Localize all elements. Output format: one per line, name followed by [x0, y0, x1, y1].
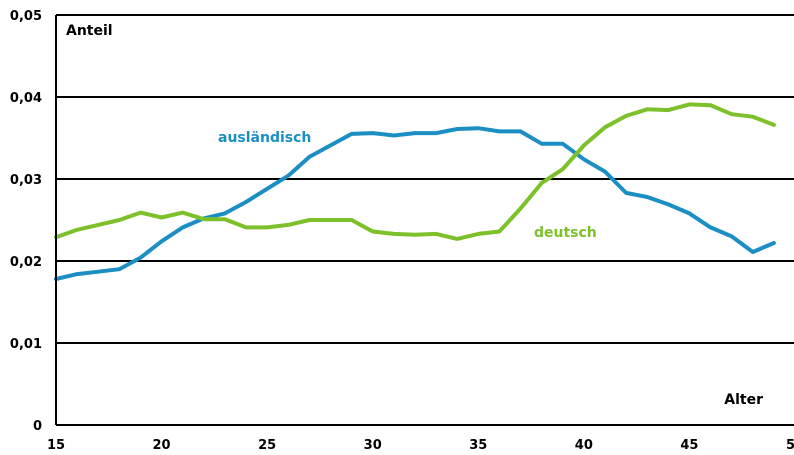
x-tick-label: 45 — [680, 438, 698, 453]
series-line-0 — [54, 126, 776, 281]
x-tick-label: 40 — [575, 438, 593, 453]
x-tick-label: 15 — [47, 438, 65, 453]
y-tick-label: 0,04 — [10, 91, 42, 106]
y-tick-labels: 0 0,01 0,02 0,03 0,04 0,05 — [10, 9, 42, 434]
x-tick-label: 30 — [364, 438, 382, 453]
x-tick-labels: 15 20 25 30 35 40 45 50 — [47, 438, 794, 453]
x-tick-label: 35 — [469, 438, 487, 453]
x-tick-label: 20 — [153, 438, 171, 453]
y-tick-label: 0,05 — [10, 9, 42, 24]
series-group — [54, 102, 776, 281]
y-tick-label: 0,02 — [10, 255, 42, 270]
x-axis-title: Alter — [724, 392, 763, 408]
y-tick-label: 0,03 — [10, 173, 42, 188]
x-tick-label: 25 — [258, 438, 276, 453]
y-tick-label: 0,01 — [10, 337, 42, 352]
gridlines — [56, 14, 794, 426]
series-label-deutsch: deutsch — [534, 225, 597, 241]
series-line-1 — [54, 102, 776, 241]
x-tick-label: 50 — [786, 438, 794, 453]
y-axis-title: Anteil — [66, 23, 113, 39]
series-label-auslaendisch: ausländisch — [218, 130, 311, 146]
y-tick-label: 0 — [33, 419, 42, 434]
